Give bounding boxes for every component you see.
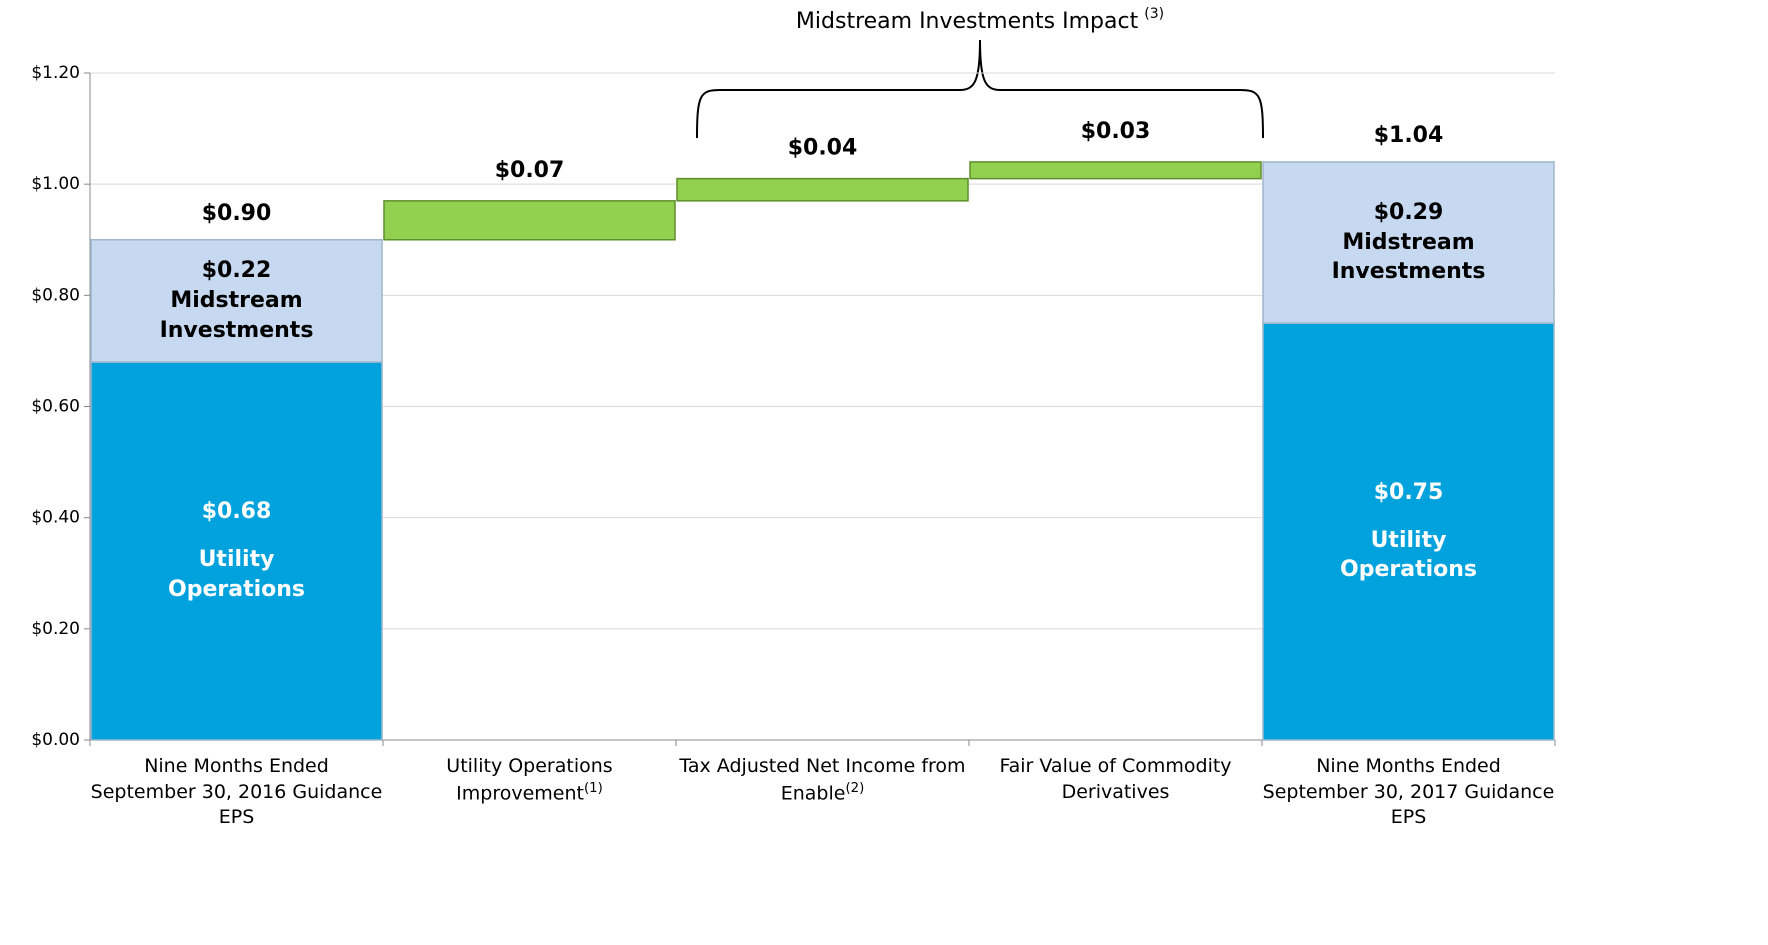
x-tick-label: Nine Months Ended September 30, 2017 Gui… — [1262, 755, 1555, 829]
x-label-line: Nine Months Ended September 30, 2016 Gui… — [90, 754, 383, 831]
change-bar — [676, 177, 969, 202]
x-label: Nine Months Ended September 30, 2017 Gui… — [1262, 754, 1555, 834]
segment-value: $0.68 — [201, 499, 272, 525]
segment-label: $0.29 Midstream Investments — [1262, 162, 1555, 323]
segment-value: $0.75 — [1373, 480, 1444, 506]
value-label: $0.90 — [202, 201, 272, 226]
segment-label-box: $0.29 Midstream Investments — [1262, 162, 1555, 323]
annotation: Midstream Investments Impact (3) — [796, 6, 1164, 34]
x-tick-label: Nine Months Ended September 30, 2016 Gui… — [90, 755, 383, 829]
change-bar — [969, 161, 1262, 180]
segment-value: $0.22 — [201, 258, 272, 284]
segment-value: $0.29 — [1373, 199, 1444, 225]
x-label: Fair Value of Commodity Derivatives — [969, 754, 1262, 834]
x-label: Nine Months Ended September 30, 2016 Gui… — [90, 754, 383, 834]
x-tick-note: (1) — [583, 780, 603, 796]
x-label-box: Nine Months Ended September 30, 2016 Gui… — [90, 754, 383, 834]
y-tick-label: $0.60 — [31, 397, 80, 417]
x-label-line: Fair Value of Commodity Derivatives — [969, 754, 1262, 805]
x-label-box: Utility Operations Improvement(1) — [383, 754, 676, 834]
bar-segment — [90, 361, 383, 741]
segment-label-box: $0.22 Midstream Investments — [90, 240, 383, 362]
x-label-line: Utility Operations Improvement(1) — [383, 754, 676, 807]
segment-label: $0.22 Midstream Investments — [90, 240, 383, 362]
x-label-line: Nine Months Ended September 30, 2017 Gui… — [1262, 754, 1555, 831]
value-label: $0.04 — [788, 136, 858, 161]
segment-name: Midstream Investments — [1331, 229, 1486, 285]
x-label-box: Fair Value of Commodity Derivatives — [969, 754, 1262, 834]
x-label-box: Nine Months Ended September 30, 2017 Gui… — [1262, 754, 1555, 834]
change-bar — [383, 200, 676, 241]
value-label: $1.04 — [1374, 123, 1444, 148]
y-tick-label: $0.00 — [31, 730, 80, 750]
x-tick-label: Tax Adjusted Net Income from Enable — [679, 755, 966, 804]
bracket — [696, 39, 1264, 139]
y-tick-label: $0.80 — [31, 285, 80, 305]
value-label: $0.03 — [1081, 119, 1151, 144]
y-tick-label: $0.40 — [31, 508, 80, 528]
y-tick-label: $0.20 — [31, 619, 80, 639]
y-tick-label: $1.20 — [31, 63, 80, 83]
x-tick-label: Fair Value of Commodity Derivatives — [999, 755, 1232, 803]
value-label: $0.07 — [495, 158, 565, 183]
annotation-text: Midstream Investments Impact — [796, 9, 1139, 34]
x-label-box: Tax Adjusted Net Income from Enable(2) — [676, 754, 969, 834]
x-tick-note: (2) — [845, 780, 865, 796]
bar-segment — [1262, 322, 1555, 741]
segment-name: Utility Operations — [168, 547, 305, 602]
bar-segment — [1262, 161, 1555, 324]
x-label: Utility Operations Improvement(1) — [383, 754, 676, 834]
annotation-note: (3) — [1144, 6, 1164, 22]
y-tick-label: $1.00 — [31, 174, 80, 194]
segment-name: Midstream Investments — [159, 288, 314, 343]
segment-label-box: $0.75 Utility Operations — [1262, 323, 1555, 740]
segment-label: $0.75 Utility Operations — [1262, 323, 1555, 740]
segment-name: Utility Operations — [1340, 527, 1477, 583]
bar-segment — [90, 239, 383, 363]
x-label: Tax Adjusted Net Income from Enable(2) — [676, 754, 969, 834]
x-label-line: Tax Adjusted Net Income from Enable(2) — [676, 754, 969, 807]
x-tick-label: Utility Operations Improvement — [446, 755, 613, 804]
segment-label-box: $0.68 Utility Operations — [90, 362, 383, 740]
segment-label: $0.68 Utility Operations — [90, 362, 383, 740]
